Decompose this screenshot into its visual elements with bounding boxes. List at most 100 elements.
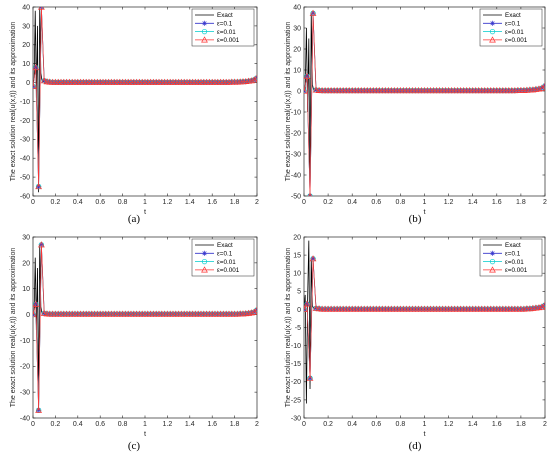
y-tick-label: -30 [291,415,301,422]
y-tick-label: -10 [291,109,301,116]
legend-entry: ε=0.001 [505,37,528,44]
chart-panel-d: 0 0.2 0.4 0.6 0.8 1 1.2 1.4 1.6 1.8 2 -30 -25 -20 -15 -… [285,234,547,452]
x-tick-label: 0.6 [95,421,105,428]
panel-caption: (c) [128,440,141,452]
x-tick-label: 1.6 [207,199,217,206]
legend-entry: Exact [505,242,521,249]
y-tick-label: 5 [297,289,301,296]
legend-entry: ε=0.01 [217,29,236,36]
x-tick-label: 1.6 [492,199,502,206]
data-point [304,87,308,94]
x-tick-label: 1.6 [207,421,217,428]
legend-entry: ε=0.001 [505,267,528,274]
legend-entry: ε=0.1 [505,251,521,258]
legend-entry: ε=0.01 [217,259,236,266]
x-tick-label: 0 [31,199,35,206]
y-axis-label: The exact solution real(u(x,t)) and its … [285,22,292,182]
data-point [248,77,255,84]
x-tick-label: 2 [255,199,259,206]
data-point [306,374,314,381]
y-tick-label: -30 [20,390,30,397]
x-tick-label: 0 [31,421,35,428]
legend-marker [489,20,496,26]
data-point [304,72,311,79]
chart-panel-b: 0 0.2 0.4 0.6 0.8 1 1.2 1.4 1.6 1.8 2 -50 -40 -30 -20 -… [285,4,547,225]
chart-panel-a: 0 0.2 0.4 0.6 0.8 1 1.2 1.4 1.6 1.8 2 -60 -50 -40 -30 -… [10,4,259,225]
x-tick-label: 1.6 [492,421,502,428]
data-point [35,183,42,190]
x-axis-label: t [144,207,147,216]
y-tick-label: 20 [293,46,301,53]
x-tick-label: 0.8 [396,421,406,428]
legend-entry: ε=0.1 [505,21,521,28]
x-tick-label: 1 [423,421,427,428]
x-tick-label: 2 [255,421,259,428]
y-tick-label: 40 [293,4,301,11]
y-tick-label: 0 [26,312,30,319]
data-point [248,309,255,316]
x-tick-label: 2 [543,421,547,428]
y-tick-label: -40 [291,172,301,179]
y-tick-label: 30 [293,25,301,32]
legend-entry: Exact [505,12,521,19]
x-axis-label: t [144,429,147,438]
y-tick-label: -20 [291,130,301,137]
y-tick-label: -10 [20,99,30,106]
x-tick-label: 0.4 [347,421,357,428]
x-tick-label: 1 [423,199,427,206]
y-tick-label: 20 [293,234,301,241]
legend-entry: ε=0.1 [217,251,233,258]
x-tick-label: 0.2 [323,199,333,206]
x-tick-label: 0 [302,199,306,206]
data-point [33,311,37,318]
legend-marker [489,266,496,273]
legend-entry: ε=0.001 [217,267,240,274]
x-tick-label: 0.6 [371,199,381,206]
legend-marker [201,28,208,35]
legend-entry: Exact [217,12,233,19]
y-tick-label: -50 [20,175,30,182]
panel-caption: (a) [128,213,141,225]
x-tick-label: 1.8 [516,421,526,428]
data-point [312,304,320,311]
y-tick-label: 30 [22,234,30,241]
data-point [35,406,42,413]
data-point [250,76,257,83]
x-tick-label: 1 [143,199,147,206]
legend-marker [201,36,208,43]
legend-marker [201,250,208,256]
y-tick-label: -20 [20,118,30,125]
y-axis-label: The exact solution real(u(x,t)) and its … [285,248,292,408]
y-axis-label: The exact solution real(u(x,t)) and its … [10,22,17,182]
x-tick-label: 1.8 [516,199,526,206]
x-tick-label: 1.2 [444,199,454,206]
data-point [250,308,257,315]
legend-marker [489,258,496,265]
data-point [304,300,311,307]
x-tick-label: 1.2 [444,421,454,428]
y-tick-label: 0 [297,88,301,95]
data-point [33,300,40,307]
data-point [33,63,40,71]
series-line-3 [304,13,545,196]
chart-panel-c: 0 0.2 0.4 0.6 0.8 1 1.2 1.4 1.6 1.8 2 -40 -30 -20 -10 0… [10,234,259,452]
data-point [315,305,323,312]
x-tick-label: 1.8 [230,199,240,206]
plot-content [304,240,545,404]
data-point [308,192,312,196]
y-tick-label: -10 [291,343,301,350]
x-tick-label: 1.4 [468,199,478,206]
x-tick-label: 0.2 [51,421,61,428]
y-tick-label: -10 [20,338,30,345]
y-tick-label: -25 [291,397,301,404]
y-tick-label: 0 [26,80,30,87]
data-point [38,241,45,248]
x-tick-label: 0.8 [118,199,128,206]
data-point [253,306,257,313]
data-point [541,301,545,308]
x-axis-label: t [423,207,426,216]
y-axis-label: The exact solution real(u(x,t)) and its … [10,248,17,408]
panel-caption: (d) [409,440,422,452]
data-point [40,77,48,84]
y-tick-label: -20 [20,364,30,371]
